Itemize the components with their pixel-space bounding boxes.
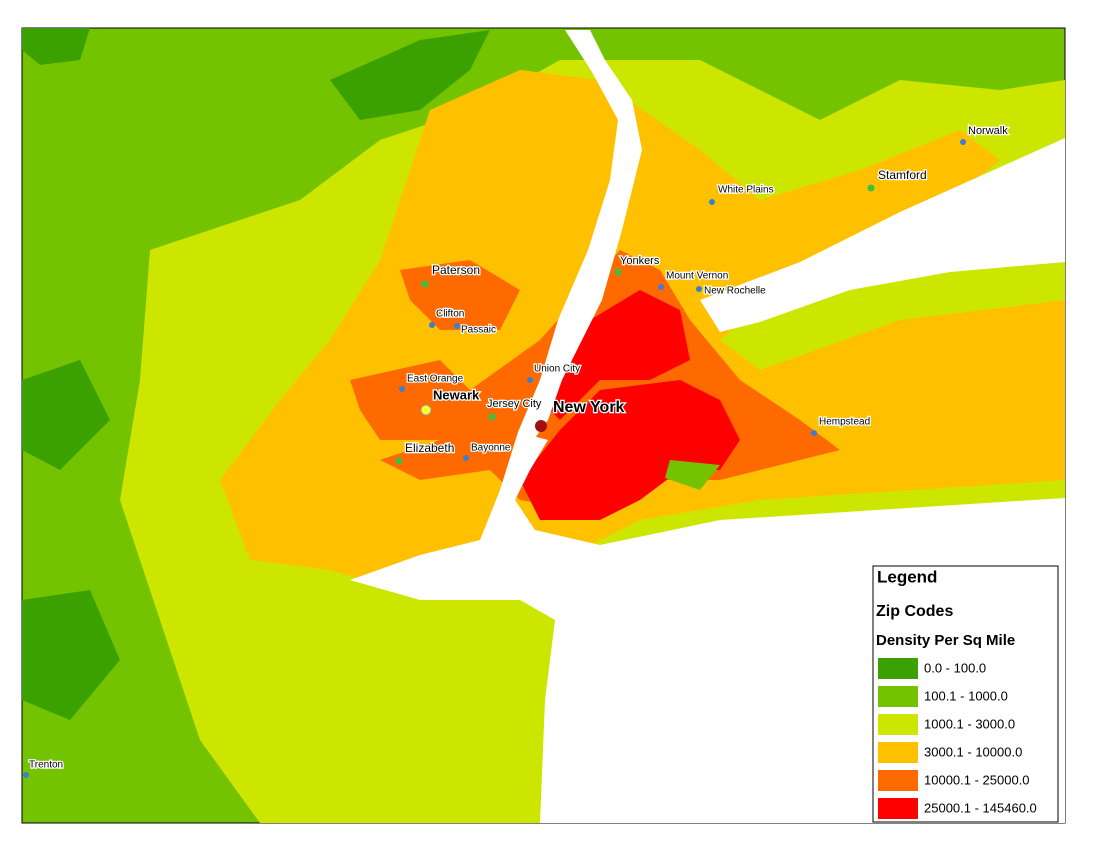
city-dot: [421, 280, 429, 288]
city-label: Jersey City: [487, 398, 542, 410]
legend-swatch: [878, 770, 918, 791]
region: [540, 290, 690, 420]
water: [518, 30, 642, 445]
city-label: Union City: [534, 364, 580, 375]
city-label: Stamford: [878, 168, 927, 182]
legend-label: 0.0 - 100.0: [924, 660, 986, 675]
city-label: Bayonne: [471, 443, 511, 454]
city-dot: [696, 286, 702, 292]
city-label: Hempstead: [819, 417, 870, 428]
legend-swatch: [878, 686, 918, 707]
legend: Legend Zip Codes Density Per Sq Mile 0.0…: [872, 565, 1059, 823]
region: [330, 30, 490, 120]
region: [22, 28, 90, 65]
legend-label: 3000.1 - 10000.0: [924, 744, 1022, 759]
city-label: Yonkers: [620, 255, 660, 267]
city-dot: [429, 322, 435, 328]
city-dot: [658, 284, 664, 290]
city-dot: [867, 184, 875, 192]
city-labels: Norwalk Stamford White Plains Yonkers Mo…: [23, 124, 1009, 778]
city-dot: [960, 139, 966, 145]
city-dot: [454, 323, 460, 329]
city-label: New York: [553, 399, 625, 416]
city-dot: [811, 430, 817, 436]
city-label: Paterson: [432, 263, 480, 277]
city-dot: [23, 772, 29, 778]
legend-swatch: [878, 714, 918, 735]
city-label: Norwalk: [968, 125, 1008, 137]
region: [22, 360, 110, 470]
city-label: East Orange: [407, 374, 464, 385]
city-dot: [535, 420, 547, 432]
city-dot: [395, 457, 403, 465]
legend-label: 100.1 - 1000.0: [924, 688, 1008, 703]
city-dot: [614, 268, 622, 276]
legend-label: 10000.1 - 25000.0: [924, 772, 1030, 787]
legend-label: 1000.1 - 3000.0: [924, 716, 1015, 731]
legend-swatch: [878, 742, 918, 763]
city-dot: [463, 455, 469, 461]
city-label: New Rochelle: [704, 286, 766, 297]
legend-swatch: [878, 798, 918, 819]
city-dot: [709, 199, 715, 205]
city-label: Elizabeth: [405, 441, 454, 455]
city-label: Trenton: [29, 760, 63, 771]
legend-label: 25000.1 - 145460.0: [924, 800, 1037, 815]
city-label: Passaic: [461, 325, 496, 336]
legend-field: Density Per Sq Mile: [876, 632, 1015, 649]
city-label: Newark: [433, 387, 480, 402]
legend-swatch: [878, 658, 918, 679]
region: [520, 380, 740, 520]
region: [350, 360, 480, 440]
region: [22, 590, 120, 720]
map: [21, 27, 1066, 824]
legend-layer: Zip Codes: [876, 603, 953, 620]
region: [665, 460, 720, 490]
water: [700, 138, 1065, 332]
legend-title: Legend: [877, 567, 937, 586]
city-dot: [488, 413, 496, 421]
city-label: White Plains: [718, 185, 774, 196]
city-label: Clifton: [436, 309, 464, 320]
city-label: Mount Vernon: [666, 271, 728, 282]
region: [400, 260, 520, 330]
city-dot: [527, 377, 533, 383]
city-dot: [420, 404, 432, 416]
city-dot: [399, 386, 405, 392]
